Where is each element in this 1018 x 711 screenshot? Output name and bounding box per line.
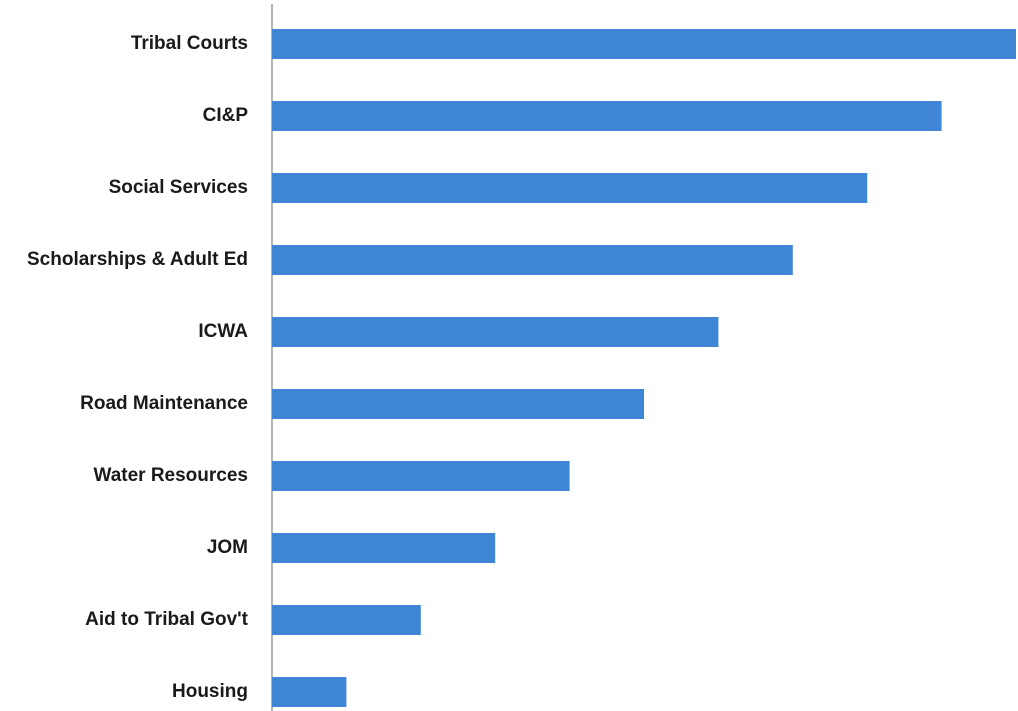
category-label: ICWA (198, 321, 248, 342)
category-label: Scholarships & Adult Ed (27, 249, 248, 270)
bar (272, 101, 942, 131)
category-label: Tribal Courts (131, 33, 248, 54)
category-label: JOM (207, 537, 248, 558)
bar (272, 389, 644, 419)
bar (272, 245, 793, 275)
bar (272, 29, 1016, 59)
category-label: Road Maintenance (80, 393, 248, 414)
category-label: Aid to Tribal Gov't (85, 609, 249, 630)
category-label: Housing (172, 681, 248, 702)
bar (272, 461, 570, 491)
bar (272, 677, 347, 707)
bar (272, 533, 496, 563)
category-label: CI&P (203, 105, 249, 126)
bar (272, 605, 421, 635)
bar (272, 317, 719, 347)
category-label: Social Services (109, 177, 248, 198)
category-label: Water Resources (93, 465, 248, 486)
bar (272, 173, 868, 203)
